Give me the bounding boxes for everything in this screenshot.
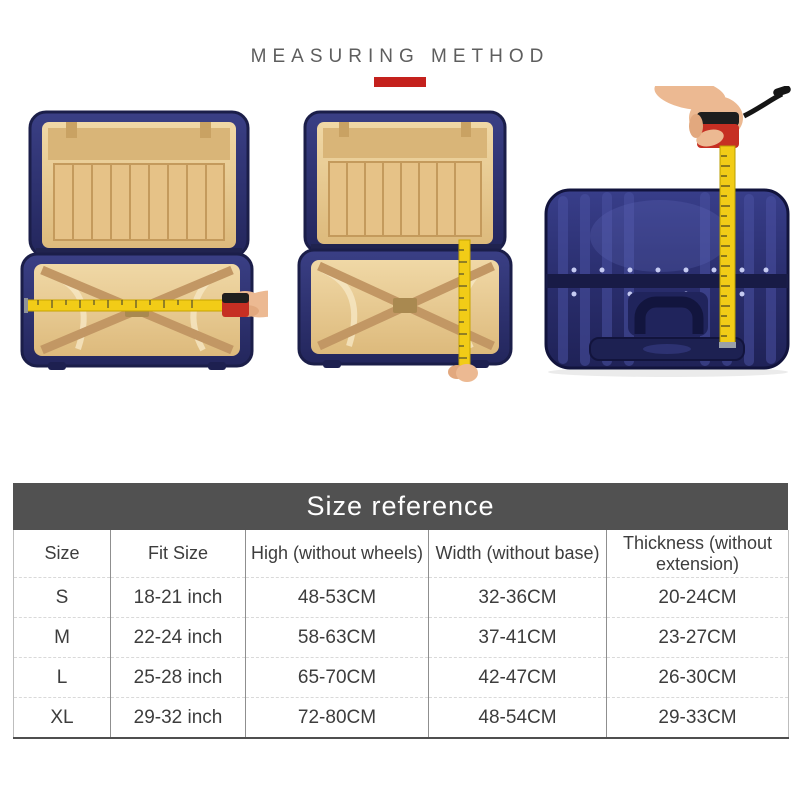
table-cell: 22-24 inch: [110, 617, 246, 658]
column-header-thickness: Thickness (without extension): [606, 530, 789, 578]
closed-suitcase-illustration: [544, 77, 791, 377]
table-cell: 58-63CM: [245, 617, 429, 658]
tape-measure-vertical: [719, 145, 736, 348]
closed-suitcase-body: [544, 188, 790, 370]
table-cell: 48-54CM: [428, 697, 607, 738]
tape-measure-vertical: [458, 239, 471, 369]
page-title: MEASURING METHOD: [250, 46, 550, 67]
column-header-size: Size: [44, 543, 80, 564]
title-underline: [374, 77, 426, 87]
table-cell: L: [13, 657, 111, 698]
table-cell: 42-47CM: [428, 657, 607, 698]
table-cell: M: [13, 617, 111, 658]
suitcase-lid: [28, 110, 250, 258]
suitcase-base: [297, 248, 513, 368]
hand-with-tape-case: [654, 77, 791, 148]
column-header-high: High (without wheels): [245, 530, 429, 578]
table-row: L 25-28 inch 65-70CM 42-47CM 26-30CM: [13, 657, 789, 698]
size-reference-section: Size reference Size Fit Size High (witho…: [13, 483, 789, 739]
open-suitcase-depth-illustration: [297, 110, 513, 382]
table-header-row: Size Fit Size High (without wheels) Widt…: [14, 530, 789, 578]
table-cell: 72-80CM: [245, 697, 429, 738]
table-cell: 32-36CM: [428, 577, 607, 618]
table-cell: 18-21 inch: [110, 577, 246, 618]
thumb-holding-tape: [448, 364, 478, 382]
table-cell: 29-32 inch: [110, 697, 246, 738]
table-cell: S: [13, 577, 111, 618]
closed-suitcase-height-measure-photo: [540, 77, 795, 383]
table-row: S 18-21 inch 48-53CM 32-36CM 20-24CM: [13, 577, 789, 618]
table-cell: 26-30CM: [606, 657, 789, 698]
table-cell: 48-53CM: [245, 577, 429, 618]
table-cell: 23-27CM: [606, 617, 789, 658]
table-row: M 22-24 inch 58-63CM 37-41CM 23-27CM: [13, 617, 789, 658]
open-suitcase-depth-measure-photo: [287, 104, 522, 387]
suitcase-side-handle: [628, 292, 708, 336]
table-cell: 20-24CM: [606, 577, 789, 618]
table-cell: 65-70CM: [245, 657, 429, 698]
table-cell: XL: [13, 697, 111, 738]
table-cell: 37-41CM: [428, 617, 607, 658]
table-row: XL 29-32 inch 72-80CM 48-54CM 29-33CM: [13, 697, 789, 738]
size-table-title: Size reference: [13, 483, 788, 530]
column-header-fit-size: Fit Size: [110, 530, 246, 578]
open-suitcase-width-illustration: [20, 110, 291, 370]
size-reference-table: Size Fit Size High (without wheels) Widt…: [13, 530, 789, 739]
open-suitcase-width-measure-photo: [8, 104, 291, 377]
title-section: MEASURING METHOD: [0, 46, 800, 87]
suitcase-base: [20, 252, 254, 370]
suitcase-lid: [303, 110, 507, 254]
column-header-width: Width (without base): [428, 530, 607, 578]
tape-measure-horizontal: [24, 298, 227, 313]
table-cell: 25-28 inch: [110, 657, 246, 698]
table-cell: 29-33CM: [606, 697, 789, 738]
